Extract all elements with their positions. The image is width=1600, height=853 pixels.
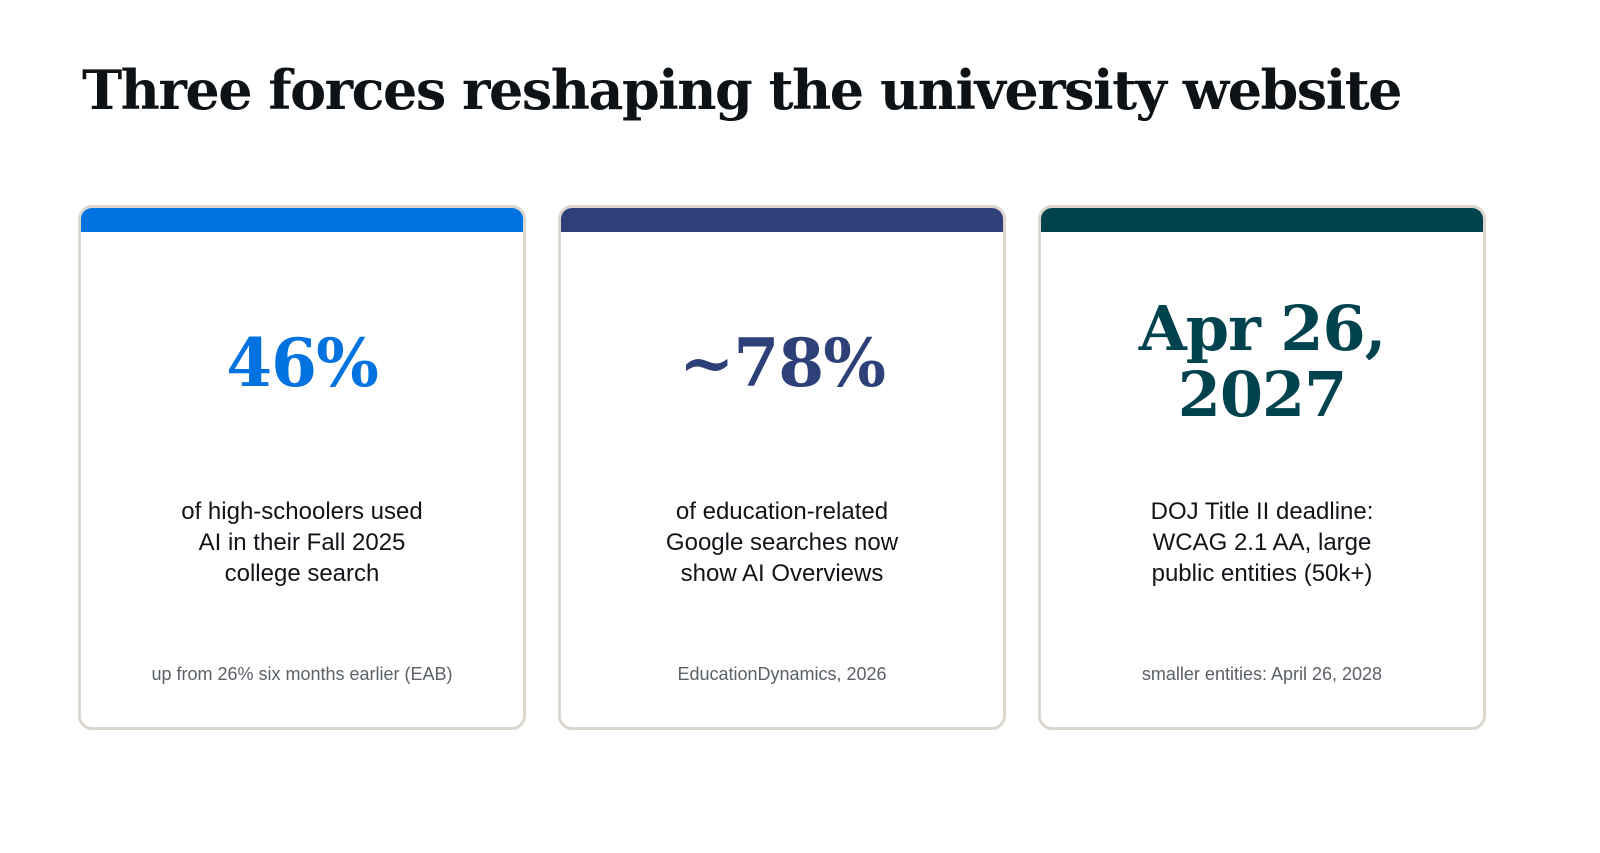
description-line: DOJ Title II deadline:	[1150, 498, 1374, 525]
description-line: of high-schoolers used	[181, 498, 423, 525]
description-line: show AI Overviews	[680, 560, 884, 587]
description-line: AI in their Fall 2025	[198, 529, 406, 556]
stat-value-line: Apr 26,	[1138, 292, 1387, 365]
card-accent-bar	[1041, 208, 1483, 232]
stat-description: of high-schoolers used AI in their Fall …	[121, 496, 483, 589]
description-line: public entities (50k+)	[1151, 560, 1373, 587]
stat-card-doj-deadline: Apr 26, 2027 DOJ Title II deadline: WCAG…	[1038, 205, 1486, 730]
stat-description: of education-related Google searches now…	[601, 496, 963, 589]
stat-value: 46%	[81, 330, 523, 396]
stat-description: DOJ Title II deadline: WCAG 2.1 AA, larg…	[1081, 496, 1443, 589]
description-line: college search	[224, 560, 380, 587]
stat-source-note: smaller entities: April 26, 2028	[1141, 664, 1383, 684]
stat-source-note: EducationDynamics, 2026	[677, 664, 887, 684]
description-line: Google searches now	[665, 529, 899, 556]
card-accent-bar	[561, 208, 1003, 232]
description-line: WCAG 2.1 AA, large	[1152, 529, 1372, 556]
card-accent-bar	[81, 208, 523, 232]
stat-source-note: up from 26% six months earlier (EAB)	[151, 664, 453, 684]
stat-value: ~78%	[561, 330, 1003, 396]
description-line: of education-related	[675, 498, 889, 525]
stat-value-line: 2027	[1177, 358, 1348, 431]
stat-value: Apr 26, 2027	[1041, 296, 1483, 428]
page-title: Three forces reshaping the university we…	[82, 58, 1403, 122]
stat-card-ai-search: 46% of high-schoolers used AI in their F…	[78, 205, 526, 730]
stat-card-ai-overviews: ~78% of education-related Google searche…	[558, 205, 1006, 730]
stat-value-line: ~78%	[679, 324, 886, 402]
stat-value-line: 46%	[226, 324, 379, 402]
